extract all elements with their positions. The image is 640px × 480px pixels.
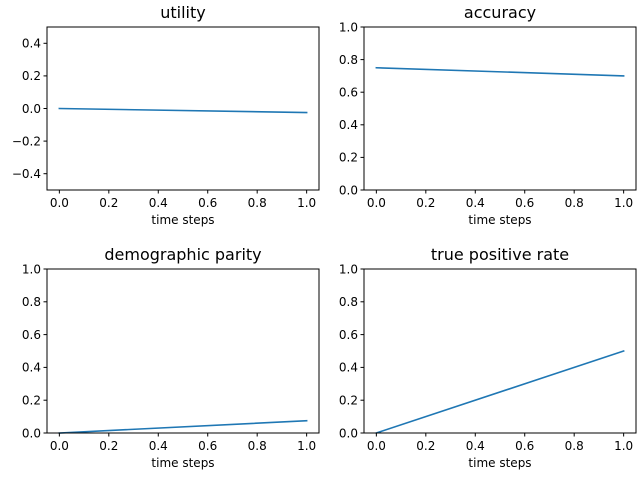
demographic-parity-xlabel: time steps xyxy=(151,456,214,470)
accuracy-ytick-label: 0.4 xyxy=(339,118,358,132)
true-positive-rate-ytick-label: 1.0 xyxy=(339,262,358,276)
true-positive-rate-ytick-label: 0.2 xyxy=(339,394,358,408)
true-positive-rate-ytick-label: 0.4 xyxy=(339,361,358,375)
true-positive-rate-subplot: 0.0 0.2 0.4 0.6 0.8 1.0 0.0 0.2 0.4 0.6 0.8 1.0 true… xyxy=(339,245,637,470)
demographic-parity-xtick-label: 0.2 xyxy=(99,439,118,453)
accuracy-subplot: 0.0 0.2 0.4 0.6 0.8 1.0 0.0 0.2 0.4 0.6 0.8 1.0 accu… xyxy=(339,3,637,227)
utility-xtick-label: 0.0 xyxy=(50,196,69,210)
true-positive-rate-series-line-0 xyxy=(375,349,625,435)
utility-ytick-label: −0.2 xyxy=(12,134,41,148)
demographic-parity-ytick-label: 0.6 xyxy=(22,328,41,342)
true-positive-rate-ytick-label: 0.6 xyxy=(339,328,358,342)
true-positive-rate-xtick-label: 0.4 xyxy=(466,439,485,453)
true-positive-rate-xtick-label: 0.6 xyxy=(515,439,534,453)
true-positive-rate-xlabel: time steps xyxy=(468,456,531,470)
utility-title: utility xyxy=(160,3,206,22)
accuracy-series-line-0 xyxy=(375,66,625,77)
accuracy-xlabel: time steps xyxy=(468,213,531,227)
utility-xtick-label: 0.6 xyxy=(198,196,217,210)
utility-xlabel: time steps xyxy=(151,213,214,227)
true-positive-rate-axes-frame xyxy=(363,268,637,434)
accuracy-xtick-label: 0.4 xyxy=(466,196,485,210)
demographic-parity-ytick-label: 1.0 xyxy=(22,262,41,276)
demographic-parity-xtick-label: 0.8 xyxy=(248,439,267,453)
accuracy-ytick-label: 0.0 xyxy=(339,183,358,197)
demographic-parity-xtick-label: 1.0 xyxy=(297,439,316,453)
utility-ytick-label: 0.2 xyxy=(22,69,41,83)
accuracy-xtick-label: 0.8 xyxy=(565,196,584,210)
accuracy-xtick-label: 1.0 xyxy=(614,196,633,210)
utility-ytick-label: 0.0 xyxy=(22,102,41,116)
demographic-parity-ytick-label: 0.8 xyxy=(22,295,41,309)
demographic-parity-xtick-label: 0.6 xyxy=(198,439,217,453)
accuracy-xtick-label: 0.2 xyxy=(416,196,435,210)
demographic-parity-series-line-0 xyxy=(58,419,308,434)
utility-xtick-label: 1.0 xyxy=(297,196,316,210)
accuracy-title: accuracy xyxy=(464,3,536,22)
true-positive-rate-xtick-label: 0.8 xyxy=(565,439,584,453)
true-positive-rate-xtick-label: 1.0 xyxy=(614,439,633,453)
utility-xtick-label: 0.8 xyxy=(248,196,267,210)
utility-xtick-label: 0.4 xyxy=(149,196,168,210)
accuracy-ytick-label: 0.2 xyxy=(339,151,358,165)
true-positive-rate-xtick-label: 0.2 xyxy=(416,439,435,453)
true-positive-rate-xtick-label: 0.0 xyxy=(367,439,386,453)
true-positive-rate-title: true positive rate xyxy=(431,245,569,264)
demographic-parity-ytick-label: 0.4 xyxy=(22,361,41,375)
accuracy-ytick-label: 0.6 xyxy=(339,86,358,100)
accuracy-axes-frame xyxy=(363,26,637,191)
demographic-parity-ytick-label: 0.0 xyxy=(22,426,41,440)
accuracy-ytick-label: 1.0 xyxy=(339,20,358,34)
accuracy-xtick-label: 0.6 xyxy=(515,196,534,210)
utility-ytick-label: 0.4 xyxy=(22,37,41,51)
utility-xtick-label: 0.2 xyxy=(99,196,118,210)
true-positive-rate-ytick-label: 0.0 xyxy=(339,426,358,440)
demographic-parity-subplot: 0.0 0.2 0.4 0.6 0.8 1.0 0.0 0.2 0.4 0.6 0.8 1.0 demo… xyxy=(22,245,320,470)
true-positive-rate-ytick-label: 0.8 xyxy=(339,295,358,309)
accuracy-ytick-label: 0.8 xyxy=(339,53,358,67)
utility-subplot: 0.0 0.2 0.4 0.6 0.8 1.0 −0.4 −0.2 0.0 0.2 0.4 utili… xyxy=(12,3,320,227)
demographic-parity-ytick-label: 0.2 xyxy=(22,394,41,408)
demographic-parity-title: demographic parity xyxy=(104,245,261,264)
demographic-parity-xtick-label: 0.4 xyxy=(149,439,168,453)
demographic-parity-axes-frame xyxy=(46,268,320,434)
utility-series-line-0 xyxy=(58,107,308,114)
demographic-parity-xtick-label: 0.0 xyxy=(50,439,69,453)
accuracy-xtick-label: 0.0 xyxy=(367,196,386,210)
utility-ytick-label: −0.4 xyxy=(12,167,41,181)
